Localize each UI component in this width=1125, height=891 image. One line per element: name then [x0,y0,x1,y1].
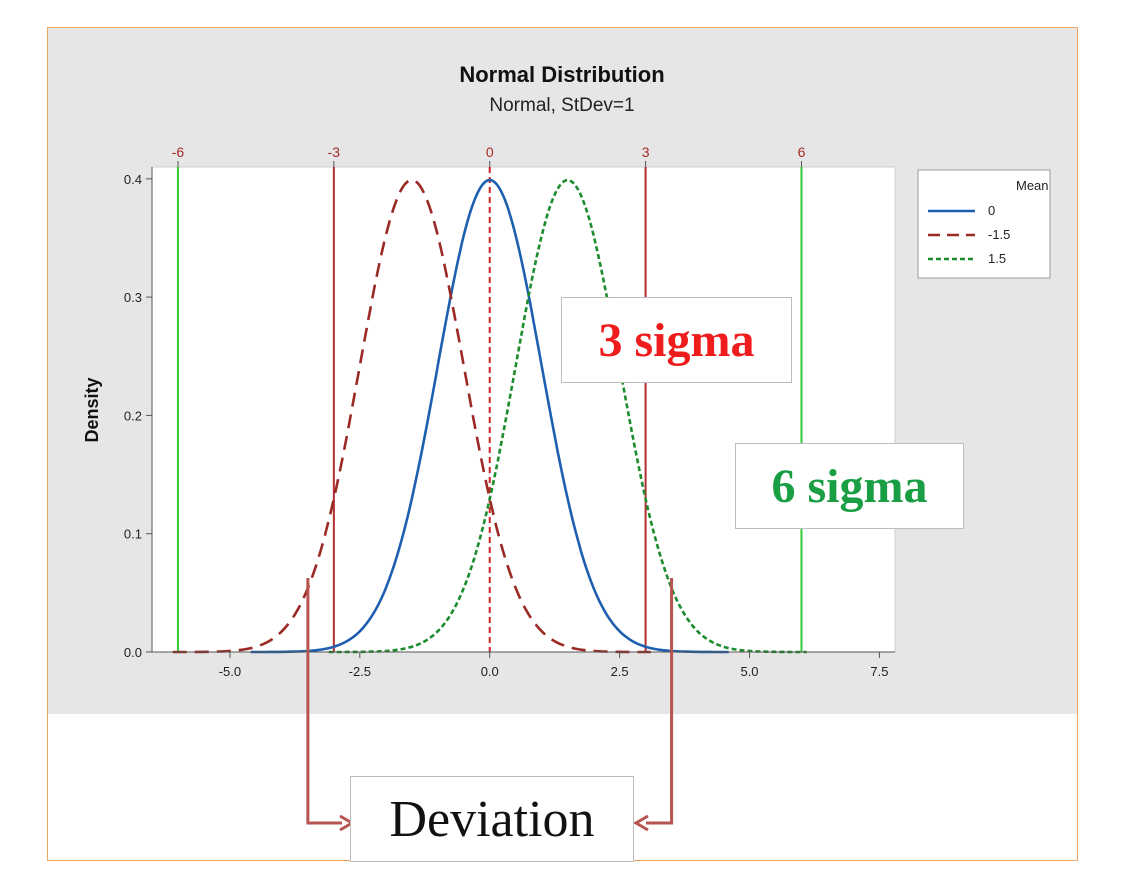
deviation-callout: Deviation [350,776,634,862]
x-tick-label-2: 0.0 [481,664,499,679]
six-sigma-callout: 6 sigma [735,443,964,529]
x-tick-label-4: 5.0 [740,664,758,679]
top-tick-label-1: -3 [328,144,341,160]
deviation-arrow-left [306,578,342,825]
top-tick-label-0: -6 [172,144,185,160]
series-lines [172,178,807,654]
deviation-arrow-right [646,578,674,825]
legend-title: Mean [1016,178,1049,193]
x-tick-label-0: -5.0 [219,664,241,679]
chart-subtitle: Normal, StDev=1 [489,95,634,116]
chart-title: Normal Distribution [459,62,664,87]
top-axis: -6 -3 0 3 6 [172,144,806,167]
top-tick-label-4: 6 [798,144,806,160]
y-tick-label-3: 0.3 [124,290,142,305]
y-tick-label-1: 0.1 [124,527,142,542]
top-tick-label-2: 0 [486,144,494,160]
y-tick-label-4: 0.4 [124,172,142,187]
deviation-arrowhead-right [633,814,649,832]
y-tick-label-2: 0.2 [124,408,142,423]
y-axis-label: Density [82,377,102,442]
legend-label-2: 1.5 [988,251,1006,266]
three-sigma-callout: 3 sigma [561,297,792,383]
reference-lines [176,167,803,652]
series-line-0 [250,178,729,654]
y-tick-label-0: 0.0 [124,645,142,660]
legend-label-1: -1.5 [988,227,1010,242]
legend-label-0: 0 [988,203,995,218]
top-tick-label-3: 3 [642,144,650,160]
plot-area [151,166,896,653]
x-tick-label-5: 7.5 [870,664,888,679]
x-tick-label-3: 2.5 [611,664,629,679]
x-tick-label-1: -2.5 [349,664,371,679]
axes: -5.0 -2.5 0.0 2.5 5.0 7.5 0.0 0.1 0.2 0.3 0.4 [124,167,895,679]
legend: Mean 0 -1.5 1.5 [917,169,1051,279]
series-line-2 [328,178,807,654]
